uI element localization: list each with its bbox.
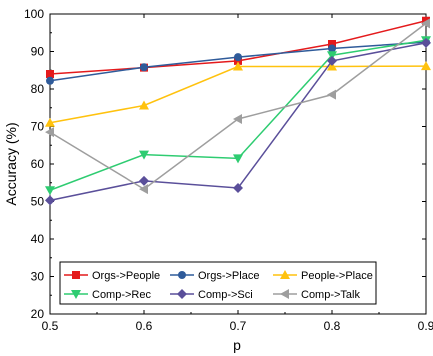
legend-label: Comp->Sci bbox=[198, 289, 253, 301]
data-point bbox=[421, 37, 431, 48]
data-point bbox=[45, 186, 55, 196]
y-tick-label: 60 bbox=[31, 157, 45, 171]
y-tick-label: 100 bbox=[24, 7, 44, 21]
data-point bbox=[45, 127, 54, 138]
data-point bbox=[327, 61, 337, 71]
x-tick-label: 0.5 bbox=[42, 319, 59, 333]
data-point bbox=[139, 150, 149, 160]
data-point bbox=[139, 100, 149, 110]
legend-swatch-marker bbox=[177, 289, 187, 299]
legend-label: Orgs->People bbox=[92, 270, 160, 282]
x-axis-label: p bbox=[233, 337, 241, 353]
legend-swatch-marker bbox=[71, 290, 81, 299]
data-point bbox=[46, 76, 54, 85]
y-tick-label: 90 bbox=[31, 45, 45, 59]
data-point bbox=[421, 18, 430, 29]
data-point bbox=[421, 61, 431, 71]
legend-label: Orgs->Place bbox=[198, 270, 259, 282]
series-comp-sci bbox=[45, 37, 431, 206]
y-tick-label: 80 bbox=[31, 82, 45, 96]
legend-swatch-marker bbox=[72, 271, 80, 279]
series-line bbox=[49, 22, 427, 191]
data-point bbox=[233, 114, 242, 124]
y-tick-label: 70 bbox=[31, 120, 45, 134]
legend-swatch-marker bbox=[280, 270, 290, 279]
data-point bbox=[234, 53, 242, 62]
data-point bbox=[45, 117, 55, 127]
x-tick-label: 0.6 bbox=[136, 319, 153, 333]
legend-swatch-marker bbox=[178, 271, 186, 279]
data-point bbox=[327, 89, 336, 100]
x-tick-label: 0.7 bbox=[230, 319, 247, 333]
data-point bbox=[233, 183, 243, 193]
series-people-place bbox=[45, 61, 431, 127]
data-point bbox=[327, 51, 337, 61]
series-orgs-place bbox=[46, 38, 430, 85]
x-tick-label: 0.8 bbox=[324, 319, 341, 333]
y-tick-label: 30 bbox=[31, 270, 45, 284]
data-point bbox=[233, 61, 243, 71]
data-point bbox=[140, 63, 148, 72]
data-point bbox=[139, 184, 148, 195]
series-line bbox=[49, 65, 427, 124]
legend-box bbox=[59, 261, 377, 305]
data-point bbox=[328, 44, 336, 53]
y-tick-label: 40 bbox=[31, 232, 45, 246]
series-comp-rec bbox=[45, 36, 431, 196]
legend-label: People->Place bbox=[301, 270, 373, 282]
y-tick-label: 20 bbox=[31, 307, 45, 321]
legend-label: Comp->Rec bbox=[92, 289, 151, 301]
data-point bbox=[139, 175, 149, 186]
data-point bbox=[45, 195, 55, 206]
data-point bbox=[46, 70, 54, 78]
y-tick-label: 50 bbox=[31, 195, 45, 209]
series-layer bbox=[45, 16, 431, 206]
legend-label: Comp->Talk bbox=[301, 289, 360, 301]
data-point bbox=[233, 154, 243, 164]
x-tick-label: 0.9 bbox=[418, 319, 433, 333]
data-point bbox=[327, 55, 337, 66]
legend-swatch-marker bbox=[280, 289, 289, 299]
y-axis-label: Accuracy (%) bbox=[3, 122, 19, 205]
legend: Orgs->People Orgs->Place People->Place Comp… bbox=[59, 261, 377, 305]
axes: 20 30 40 50 60 70 80 90 100 0.5 0.6 0.7 0.8 0.9 bbox=[24, 7, 433, 333]
data-point bbox=[328, 40, 336, 48]
series-comp-talk bbox=[45, 18, 430, 195]
